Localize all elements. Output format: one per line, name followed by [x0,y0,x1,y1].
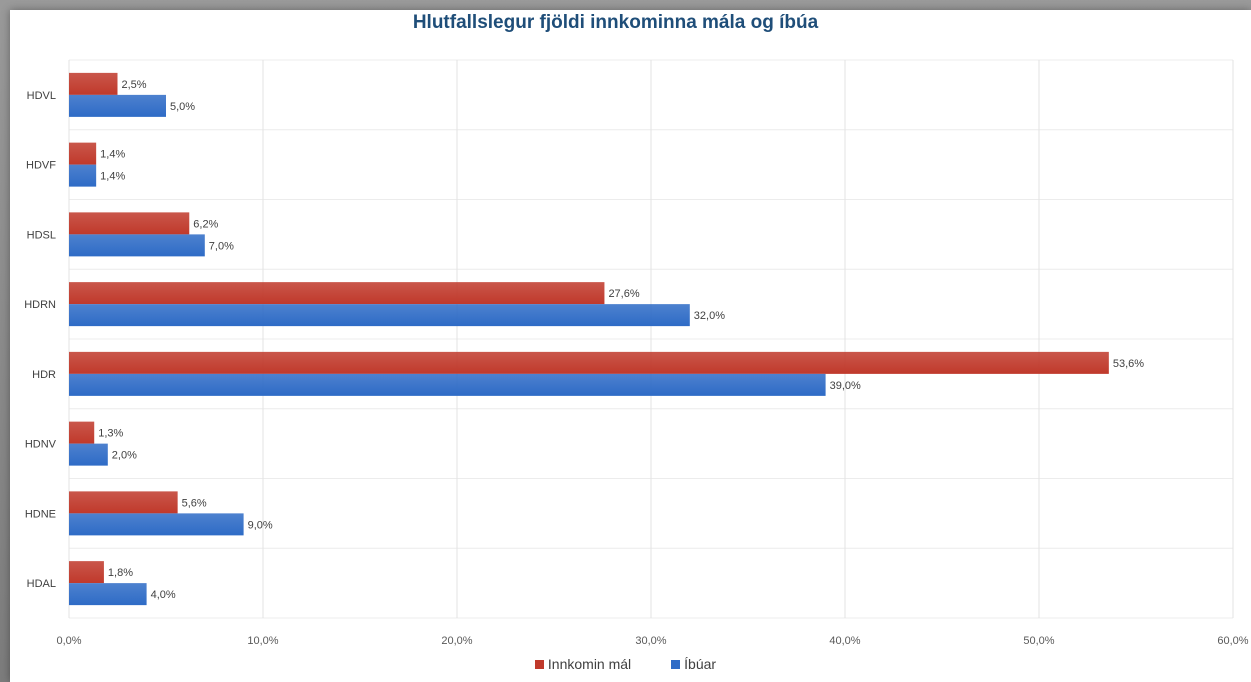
x-tick-label: 60,0% [1217,635,1248,647]
data-label: 2,5% [122,79,147,91]
data-label: 9,0% [248,519,273,531]
data-label: 1,8% [108,567,133,579]
legend-item-innkomin: Innkomin mál [534,656,632,672]
bar [69,234,205,257]
bar [69,142,97,165]
bar [69,583,147,606]
category-label: HDVF [26,160,56,172]
x-tick-label: 30,0% [635,635,666,647]
data-label: 32,0% [694,310,725,322]
bar [69,282,605,305]
bar [69,304,690,327]
bar [69,561,104,584]
category-label: HDSL [27,229,56,241]
category-label: HDRN [24,299,56,311]
data-label: 4,0% [151,589,176,601]
data-label: 39,0% [830,380,861,392]
data-label: 7,0% [209,240,234,252]
category-label: HDVL [27,90,56,102]
bar [69,351,1109,374]
x-tick-label: 10,0% [247,635,278,647]
legend-label-ibuar: Íbúar [684,656,717,672]
chart-title: Hlutfallslegur fjöldi innkominna mála og… [412,12,819,33]
bar [69,72,118,95]
legend-swatch-ibuar [671,659,681,669]
x-tick-label: 50,0% [1023,635,1054,647]
category-label: HDNE [25,508,56,520]
legend-label-innkomin: Innkomin mál [547,656,632,672]
legend: Innkomin mál Íbúar [0,656,1251,672]
x-tick-label: 40,0% [829,635,860,647]
category-label: HDR [32,369,56,381]
data-label: 2,0% [112,450,137,462]
bar [69,421,95,444]
bar [69,164,97,187]
bar [69,212,190,235]
data-label: 6,2% [193,218,218,230]
bar [69,443,108,466]
legend-item-ibuar: Íbúar [671,656,716,672]
chart-card [10,10,1251,682]
data-label: 53,6% [1113,358,1144,370]
category-label: HDNV [25,439,57,451]
data-label: 1,3% [98,428,123,440]
bar [69,373,826,396]
data-label: 1,4% [100,171,125,183]
data-label: 5,0% [170,101,195,113]
data-label: 1,4% [100,149,125,161]
x-tick-label: 0,0% [56,635,81,647]
legend-swatch-innkomin [534,659,544,669]
data-label: 27,6% [608,288,639,300]
data-label: 5,6% [182,497,207,509]
bar [69,513,244,536]
category-label: HDAL [27,578,56,590]
bar [69,94,166,117]
x-tick-label: 20,0% [441,635,472,647]
bar [69,491,178,514]
